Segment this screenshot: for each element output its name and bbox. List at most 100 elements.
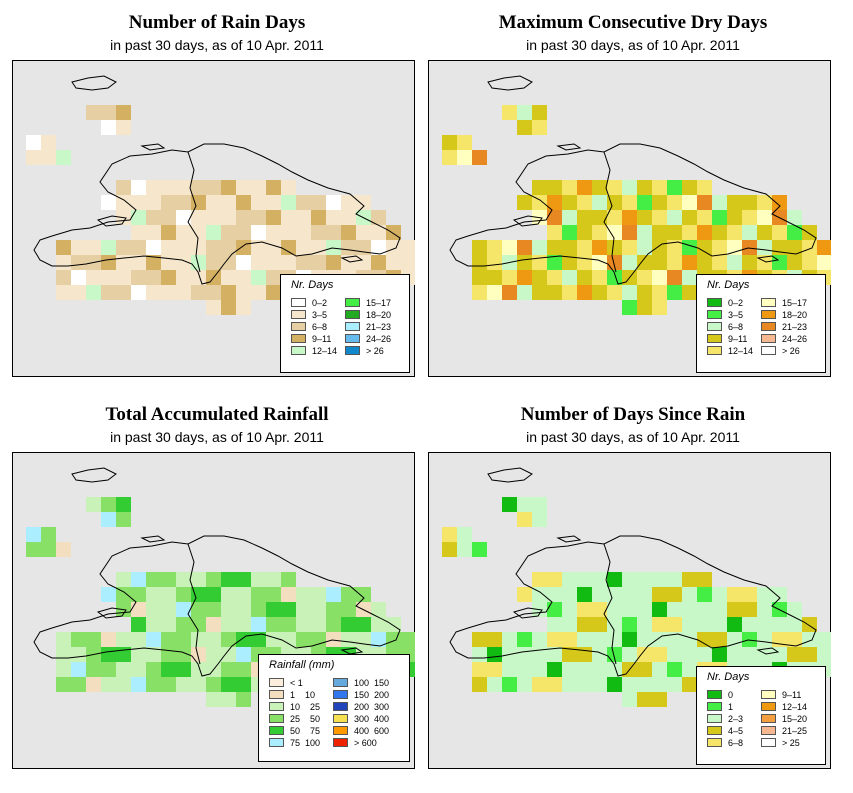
grid-cell xyxy=(221,662,236,677)
legend-swatch xyxy=(291,322,306,331)
grid-cell xyxy=(371,210,386,225)
grid-cell xyxy=(547,587,562,602)
grid-cell xyxy=(622,587,637,602)
panel-subtitle: in past 30 days, as of 10 Apr. 2011 xyxy=(526,37,740,53)
legend-item: > 600 xyxy=(333,737,377,748)
grid-cell xyxy=(311,632,326,647)
grid-cell xyxy=(457,542,472,557)
country-border xyxy=(187,543,201,665)
grid-cell xyxy=(116,285,131,300)
grid-cell xyxy=(161,240,176,255)
grid-cell xyxy=(637,677,652,692)
legend-label: 21–23 xyxy=(366,321,392,332)
grid-cell xyxy=(356,617,371,632)
grid-cell xyxy=(71,255,86,270)
legend-item: 12–14 xyxy=(761,701,807,712)
grid-cell xyxy=(56,677,71,692)
grid-cell xyxy=(712,255,727,270)
grid-cell xyxy=(682,632,697,647)
legend-label: 24–26 xyxy=(782,333,808,344)
grid-cell xyxy=(221,270,236,285)
grid-cell xyxy=(532,285,547,300)
country-border xyxy=(187,151,201,273)
grid-cell xyxy=(697,647,712,662)
grid-cell xyxy=(637,300,652,315)
grid-cell xyxy=(727,225,742,240)
grid-cell xyxy=(176,180,191,195)
grid-cell xyxy=(457,150,472,165)
grid-cell xyxy=(727,602,742,617)
grid-cell xyxy=(56,285,71,300)
legend-item: 75 100 xyxy=(269,737,320,748)
grid-cell xyxy=(131,210,146,225)
grid-cell xyxy=(757,602,772,617)
legend-label: 75 100 xyxy=(290,737,321,748)
grid-cell xyxy=(71,270,86,285)
grid-cell xyxy=(562,647,577,662)
grid-cell xyxy=(547,572,562,587)
grid-cell xyxy=(517,662,532,677)
grid-cell xyxy=(131,240,146,255)
grid-cell xyxy=(266,270,281,285)
grid-cell xyxy=(161,677,176,692)
grid-cell xyxy=(161,647,176,662)
legend-title: Nr. Days xyxy=(707,279,750,291)
grid-cell xyxy=(697,587,712,602)
grid-cell xyxy=(221,210,236,225)
grid-cell xyxy=(401,632,415,647)
legend-swatch xyxy=(291,346,306,355)
grid-cell xyxy=(326,225,341,240)
legend-swatch xyxy=(761,738,776,747)
grid-cell xyxy=(221,692,236,707)
grid-cell xyxy=(341,617,356,632)
grid-cell xyxy=(757,647,772,662)
grid-cell xyxy=(472,150,487,165)
grid-cell xyxy=(146,210,161,225)
grid-cell xyxy=(146,270,161,285)
grid-cell xyxy=(592,285,607,300)
grid-cell xyxy=(682,180,697,195)
grid-cell xyxy=(667,602,682,617)
grid-cell xyxy=(622,300,637,315)
grid-cell xyxy=(697,602,712,617)
grid-cell xyxy=(146,617,161,632)
grid-cell xyxy=(607,632,622,647)
legend-item: 25 50 xyxy=(269,713,320,724)
grid-cell xyxy=(667,225,682,240)
grid-cell xyxy=(86,677,101,692)
grid-cell xyxy=(176,225,191,240)
grid-cell xyxy=(652,225,667,240)
legend-swatch xyxy=(761,702,776,711)
legend-swatch xyxy=(707,298,722,307)
grid-cell xyxy=(191,270,206,285)
grid-cell xyxy=(562,617,577,632)
grid-cell xyxy=(371,602,386,617)
grid-cell xyxy=(457,527,472,542)
grid-cell xyxy=(667,255,682,270)
grid-cell xyxy=(757,617,772,632)
grid-cell xyxy=(577,270,592,285)
grid-cell xyxy=(311,587,326,602)
grid-cell xyxy=(251,602,266,617)
grid-cell xyxy=(236,285,251,300)
grid-cell xyxy=(697,180,712,195)
legend-swatch xyxy=(707,726,722,735)
grid-cell xyxy=(457,135,472,150)
grid-cell xyxy=(622,255,637,270)
grid-cell xyxy=(131,587,146,602)
grid-cell xyxy=(176,632,191,647)
grid-cell xyxy=(682,587,697,602)
grid-cell xyxy=(607,647,622,662)
grid-cell xyxy=(146,572,161,587)
grid-cell xyxy=(176,572,191,587)
legend-swatch xyxy=(707,310,722,319)
legend-label: 12–14 xyxy=(782,701,808,712)
grid-cell xyxy=(71,285,86,300)
grid-cell xyxy=(161,225,176,240)
grid-cell xyxy=(41,150,56,165)
grid-cell xyxy=(712,617,727,632)
grid-cell xyxy=(637,617,652,632)
grid-cell xyxy=(517,647,532,662)
coastline-hispaniola xyxy=(33,143,401,285)
grid-cell xyxy=(727,195,742,210)
